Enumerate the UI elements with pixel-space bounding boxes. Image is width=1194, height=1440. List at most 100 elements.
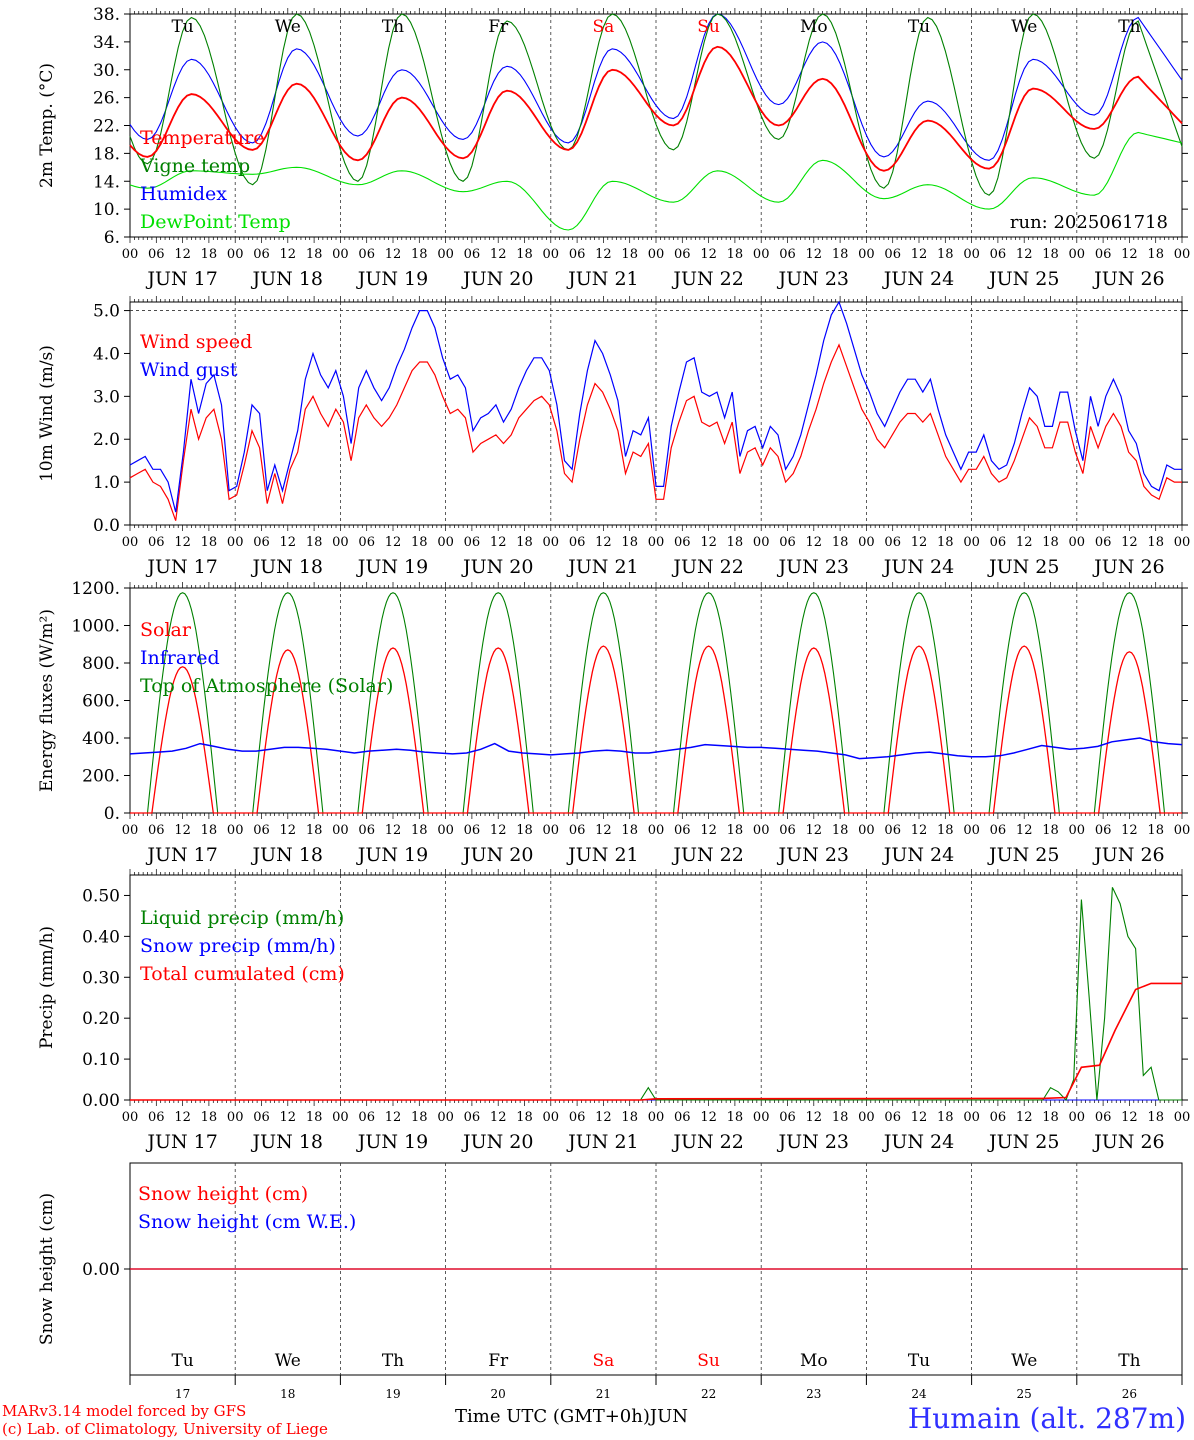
time-axis-label: Time UTC (GMT+0h) [455,1406,650,1427]
y-tick-label: 18. [93,144,120,164]
y-axis-label: Snow height (cm) [37,1193,57,1345]
series-line-wind-gust [129,300,1182,513]
hour-label: 18 [621,535,638,550]
date-label: JUN 21 [566,1131,638,1153]
weekday-label: Mo [800,1351,828,1371]
panel-3: 0. 200. 400. 600. 800. 1000. 1200. Energy fluxe… [37,579,1190,866]
day-number-label: 26 [1122,1387,1137,1401]
hour-label: 18 [516,535,533,550]
hour-label: 12 [806,535,823,550]
series-line-solar [130,645,1182,814]
hour-label: 18 [937,535,954,550]
hour-label: 12 [385,247,402,262]
day-number-label: 17 [175,1387,190,1401]
weekday-label: Th [1118,1351,1140,1371]
weekday-label: Fr [488,17,509,37]
hour-label: 18 [201,247,218,262]
hour-label: 18 [832,535,849,550]
weekday-label: Su [697,17,720,37]
date-label: JUN 20 [461,556,533,578]
y-tick-label: 200. [82,767,120,787]
date-label: JUN 21 [566,844,638,866]
hour-label: 06 [253,247,270,262]
hour-label: 18 [832,247,849,262]
hour-label: 06 [569,1110,586,1125]
hour-label: 18 [727,535,744,550]
weekday-label: Tu [171,17,193,37]
hour-label: 00 [1069,247,1086,262]
hour-label: 12 [700,535,717,550]
hour-label: 06 [464,823,481,838]
hour-label: 12 [490,1110,507,1125]
hour-label: 18 [832,823,849,838]
hour-label: 12 [700,247,717,262]
y-tick-label: 14. [93,172,120,192]
hour-label: 06 [253,1110,270,1125]
hour-label: 18 [201,823,218,838]
hour-label: 12 [911,535,928,550]
hour-label: 00 [543,823,560,838]
hour-label: 18 [1042,247,1059,262]
hour-label: 18 [1042,535,1059,550]
date-label: JUN 26 [1092,556,1164,578]
weekday-label: Fr [488,1351,509,1371]
y-tick-label: 3.0 [93,387,120,407]
hour-label: 06 [1095,535,1112,550]
day-number-label: 19 [385,1387,400,1401]
series-line-humidex [129,13,1183,161]
y-tick-label: 38. [93,5,120,25]
date-label: JUN 17 [145,556,217,578]
date-label: JUN 24 [882,1131,954,1153]
hour-label: 12 [385,823,402,838]
hour-label: 12 [911,823,928,838]
date-label: JUN 19 [356,844,428,866]
date-label: JUN 26 [1092,1131,1164,1153]
y-tick-label: 800. [82,654,120,674]
y-tick-label: 2.0 [93,430,120,450]
hour-label: 06 [674,823,691,838]
hour-label: 06 [464,247,481,262]
hour-label: 18 [727,1110,744,1125]
hour-label: 18 [306,1110,323,1125]
legend-entry: Wind speed [140,331,252,353]
panel-2: 0.0 1.0 2.0 3.0 4.0 5.0 10m Wind (m/s) 00 06 12 18… [37,296,1190,578]
hour-label: 06 [358,1110,375,1125]
hour-label: 18 [201,535,218,550]
series-line-dewpoint-temp [129,131,1183,231]
series-line-temperature [129,45,1183,172]
hour-label: 06 [779,823,796,838]
y-tick-label: 0.30 [82,968,120,988]
hour-label: 18 [621,247,638,262]
legend-entry: Top of Atmosphere (Solar) [140,675,393,697]
legend-entry: Snow precip (mm/h) [140,935,336,957]
hour-label: 00 [437,535,454,550]
date-label: JUN 24 [882,844,954,866]
hour-label: 18 [621,823,638,838]
y-tick-label: 0.40 [82,927,120,947]
hour-label: 06 [1095,823,1112,838]
hour-label: 00 [122,1110,139,1125]
hour-label: 00 [437,823,454,838]
day-number-label: 24 [911,1387,927,1401]
hour-label: 06 [358,823,375,838]
time-axis-title: Time UTC (GMT+0h)JUN [455,1406,688,1427]
y-tick-label: 26. [93,89,120,109]
panel-1: 6. 10. 14. 18. 22. 26. 30. 34. 38. 2m Temp. (°C) 0… [37,5,1190,290]
hour-label: 12 [1121,823,1138,838]
date-label: JUN 23 [777,268,849,290]
date-label: JUN 23 [777,556,849,578]
hour-label: 00 [437,247,454,262]
lab-credit: (c) Lab. of Climatology, University of L… [2,1420,328,1438]
hour-label: 06 [148,823,165,838]
y-tick-label: 0.50 [82,886,120,906]
hour-label: 00 [1174,1110,1191,1125]
date-label: JUN 21 [566,556,638,578]
date-label: JUN 20 [461,268,533,290]
hour-label: 06 [990,535,1007,550]
hour-label: 00 [543,1110,560,1125]
hour-label: 18 [937,1110,954,1125]
hour-label: 12 [1016,535,1033,550]
y-tick-label: 5.0 [93,302,120,322]
y-tick-label: 400. [82,729,120,749]
day-number-label: 20 [491,1387,506,1401]
